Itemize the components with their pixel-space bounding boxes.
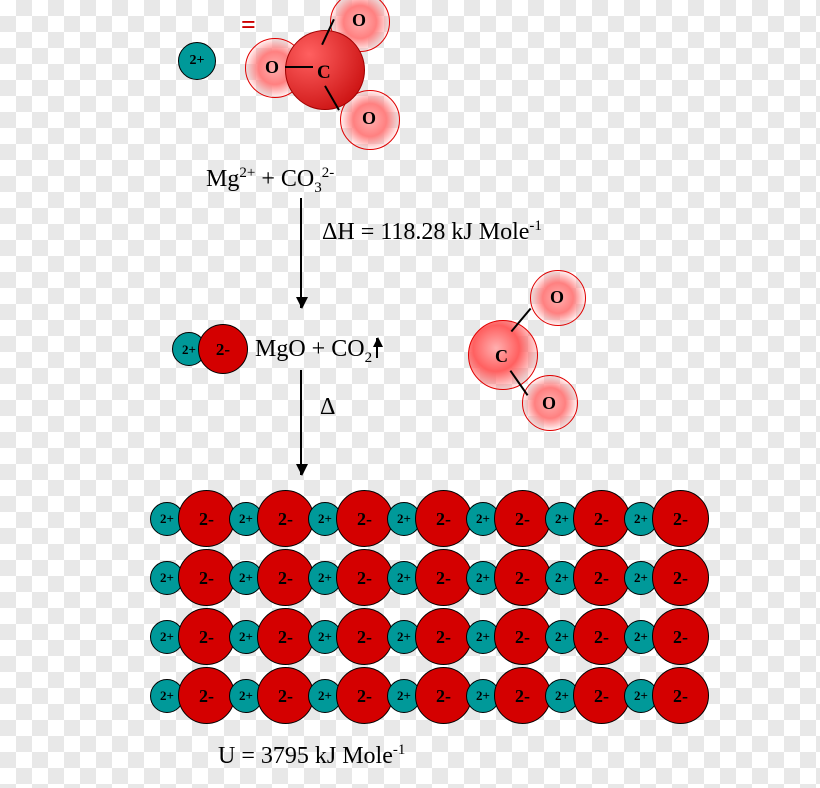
- c-label: C: [317, 62, 331, 84]
- gas-arrow: [376, 338, 378, 358]
- o-label: O: [542, 393, 556, 414]
- arrow-2: [300, 370, 302, 475]
- arrow-1: [300, 198, 302, 308]
- c-label: C: [495, 346, 508, 367]
- lattice-row: 2+2-2+2-2+2-2+2-2+2-2+2-2+2-: [150, 667, 703, 724]
- lattice-row: 2+2-2+2-2+2-2+2-2+2-2+2-2+2-: [150, 549, 703, 606]
- lattice-anion: 2-: [336, 490, 393, 547]
- lattice-anion: 2-: [257, 667, 314, 724]
- lattice-anion: 2-: [415, 667, 472, 724]
- lattice-row: 2+2-2+2-2+2-2+2-2+2-2+2-2+2-: [150, 608, 703, 665]
- lattice-anion: 2-: [178, 667, 235, 724]
- lattice-anion: 2-: [494, 667, 551, 724]
- lattice-anion: 2-: [494, 549, 551, 606]
- lattice-anion: 2-: [494, 608, 551, 665]
- o-label: O: [352, 10, 366, 31]
- o-label: O: [550, 287, 564, 308]
- lattice-anion: 2-: [415, 490, 472, 547]
- lattice-anion: 2-: [415, 549, 472, 606]
- lattice-anion: 2-: [415, 608, 472, 665]
- lattice-anion: 2-: [257, 608, 314, 665]
- lattice-anion: 2-: [336, 549, 393, 606]
- lattice-anion: 2-: [652, 667, 709, 724]
- delta-label: Δ: [320, 394, 335, 421]
- lattice-anion: 2-: [257, 490, 314, 547]
- mg-cation-top: 2+: [178, 42, 216, 80]
- lattice-anion: 2-: [652, 549, 709, 606]
- lattice-anion: 2-: [257, 549, 314, 606]
- delta-h: ΔH = 118.28 kJ Mole-1: [322, 218, 542, 246]
- lattice-anion: 2-: [336, 667, 393, 724]
- lattice-anion: 2-: [652, 490, 709, 547]
- lattice-anion: 2-: [573, 490, 630, 547]
- lattice-anion: 2-: [336, 608, 393, 665]
- lattice-energy: U = 3795 kJ Mole-1: [218, 742, 405, 770]
- lattice-anion: 2-: [573, 549, 630, 606]
- equation-2: MgO + CO2: [255, 336, 382, 367]
- lattice-anion: 2-: [494, 490, 551, 547]
- lattice-anion: 2-: [652, 608, 709, 665]
- lattice-row: 2+2-2+2-2+2-2+2-2+2-2+2-2+2-: [150, 490, 703, 547]
- lattice-anion: 2-: [178, 490, 235, 547]
- lattice-anion: 2-: [178, 549, 235, 606]
- equation-1: Mg2+ + CO32-: [206, 165, 334, 197]
- lattice-anion: 2-: [573, 608, 630, 665]
- lattice-anion: 2-: [178, 608, 235, 665]
- o-label: O: [362, 108, 376, 129]
- carbonate-ion: O O O C: [245, 0, 435, 160]
- co2-molecule: O O C: [450, 270, 610, 440]
- o-label: O: [265, 57, 279, 78]
- lattice-anion: 2-: [573, 667, 630, 724]
